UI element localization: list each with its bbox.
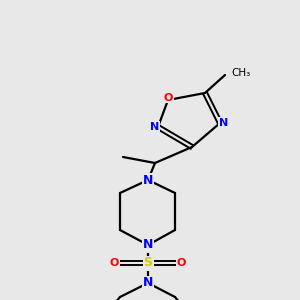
Text: N: N (219, 118, 228, 128)
Text: O: O (163, 93, 173, 103)
Text: N: N (143, 238, 153, 251)
Text: CH₃: CH₃ (231, 68, 250, 79)
Text: O: O (177, 258, 186, 268)
Text: N: N (150, 122, 159, 132)
Text: O: O (110, 258, 119, 268)
Text: N: N (143, 277, 153, 290)
Text: N: N (143, 173, 153, 187)
Text: S: S (143, 256, 152, 269)
